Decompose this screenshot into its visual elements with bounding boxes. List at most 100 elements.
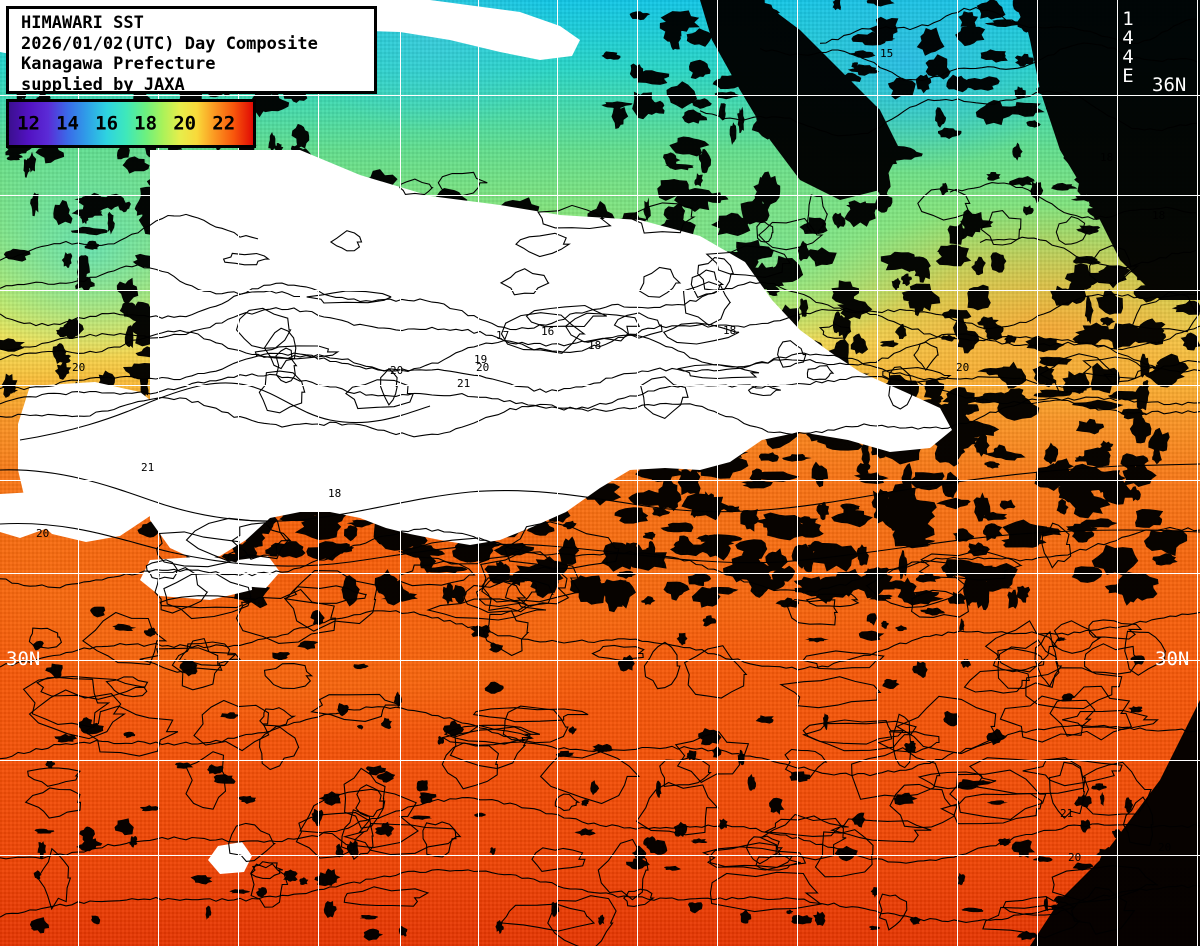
- eddy-contour-48: [259, 726, 300, 771]
- eddy-contour-71: [805, 593, 860, 608]
- cloud-blob-440: [489, 642, 504, 653]
- cloud-blob-385: [470, 624, 491, 639]
- eddy-contour-north-27: [1055, 215, 1088, 245]
- cloud-blob-320: [806, 540, 822, 553]
- cloud-blob-599: [1140, 353, 1150, 378]
- cloud-blob-458: [37, 841, 46, 859]
- cloud-blob-373: [986, 800, 1009, 805]
- cloud-blob-100: [974, 433, 990, 457]
- gridline-meridian-1: [158, 0, 160, 946]
- cloud-blob-446: [688, 902, 703, 914]
- cloud-blob-518: [1063, 150, 1097, 169]
- cloud-blob-456: [359, 915, 379, 920]
- cloud-blob-426: [1128, 706, 1143, 713]
- cloud-blob-507: [832, 212, 846, 229]
- cloud-blob-63: [442, 582, 455, 606]
- cloud-blob-216: [1120, 453, 1149, 469]
- isotherm-16-nw: [0, 213, 259, 261]
- cloud-blob-254: [628, 489, 671, 506]
- eddy-contour-5: [1041, 522, 1072, 569]
- cloud-blob-649: [1167, 256, 1177, 282]
- cloud-blob-464: [311, 808, 324, 827]
- cloud-blob-230: [1075, 418, 1105, 435]
- cloud-blob-460: [140, 805, 160, 812]
- cloud-blob-285: [691, 586, 721, 608]
- colorbar-tick-12: 12: [17, 112, 40, 134]
- eddy-contour-north-16: [1131, 291, 1200, 333]
- cloud-blob-552: [730, 21, 743, 39]
- cloud-blob-852: [75, 275, 95, 291]
- cloud-blob-485: [755, 715, 774, 724]
- isotherm-22: [0, 706, 1200, 777]
- eddy-contour-69: [878, 893, 908, 931]
- eddy-contour-17: [759, 813, 847, 861]
- cloud-blob-417: [143, 627, 158, 637]
- eddy-contour-61: [340, 809, 374, 861]
- cloud-blob-129: [741, 480, 773, 489]
- cloud-blob-475: [353, 663, 369, 670]
- cloud-blob-668: [643, 197, 651, 222]
- cloud-blob-237: [901, 463, 913, 492]
- eddy-contour-104: [623, 888, 655, 907]
- cloud-blob-271: [782, 454, 812, 462]
- eddy-contour-north-4: [676, 363, 760, 380]
- eddy-contour-12: [422, 821, 457, 858]
- cloud-blob-623: [711, 212, 751, 236]
- cloud-blob-389: [959, 618, 965, 632]
- eddy-contour-north-30: [437, 171, 488, 197]
- eddy-contour-north-21: [777, 340, 807, 368]
- cloud-blob-242: [306, 541, 344, 561]
- cloud-blob-331: [1065, 523, 1098, 533]
- cloud-blob-188: [931, 394, 944, 403]
- eddy-contour-north-6: [756, 221, 774, 243]
- cloud-blob-284: [819, 576, 837, 588]
- cloud-blob-644: [1084, 295, 1094, 325]
- eddy-contour-100: [27, 767, 82, 787]
- cloud-blob-116: [380, 593, 418, 602]
- eddy-contour-north-34: [882, 367, 952, 383]
- colorbar-gradient: [9, 102, 253, 145]
- contour-label-16-1: 16: [541, 325, 555, 338]
- eddy-contour-north-43: [329, 230, 363, 252]
- cloud-blob-732: [914, 260, 930, 283]
- eddy-contour-34: [968, 757, 1086, 795]
- isotherm-22b: [0, 797, 1200, 864]
- eddy-contour-24: [963, 669, 1030, 694]
- cloud-blob-663: [895, 323, 907, 340]
- cloud-blob-611: [855, 117, 884, 134]
- eddy-contour-36: [228, 822, 277, 862]
- eddy-contour-111: [918, 549, 1023, 581]
- eddy-contour-115: [940, 792, 1043, 825]
- cloud-blob-404: [32, 640, 44, 651]
- cloud-blob-5: [831, 506, 873, 528]
- eddy-contour-67: [802, 720, 917, 752]
- cloud-blob-818: [139, 373, 149, 401]
- cloud-blob-244: [811, 542, 860, 572]
- colorbar-tick-labels: 12 14 16 18 20 22: [9, 102, 253, 145]
- cloud-blob-610: [1132, 118, 1157, 136]
- cloud-blob-122: [753, 471, 800, 482]
- cloud-blob-371: [663, 865, 681, 871]
- cloud-blob-353: [272, 652, 291, 661]
- cloud-blob-172: [1152, 448, 1162, 465]
- cloud-blob-608: [1074, 164, 1096, 196]
- cloud-blob-54: [1120, 408, 1148, 420]
- cloud-blob-557: [941, 309, 972, 319]
- cloud-blob-304: [871, 488, 890, 516]
- contour-label-17-2: 17: [496, 329, 510, 342]
- cloud-blob-257: [344, 525, 358, 542]
- eddy-contour-74: [481, 577, 554, 613]
- eddy-contour-106: [295, 812, 370, 859]
- gridline-meridian-6: [557, 0, 559, 946]
- eddy-contour-north-40: [690, 269, 725, 299]
- eddy-contour-north-31: [258, 370, 306, 414]
- cloud-blob-697: [1039, 356, 1073, 367]
- eddy-contour-62: [299, 788, 419, 849]
- cloud-blob-616: [939, 182, 949, 197]
- cloud-blob-735: [884, 145, 923, 161]
- cloud-blob-453: [1147, 878, 1159, 882]
- eddy-contour-66: [984, 620, 1058, 673]
- eddy-contour-70: [159, 595, 255, 609]
- eddy-contour-north-37: [515, 232, 571, 258]
- cloud-blob-323: [698, 536, 731, 561]
